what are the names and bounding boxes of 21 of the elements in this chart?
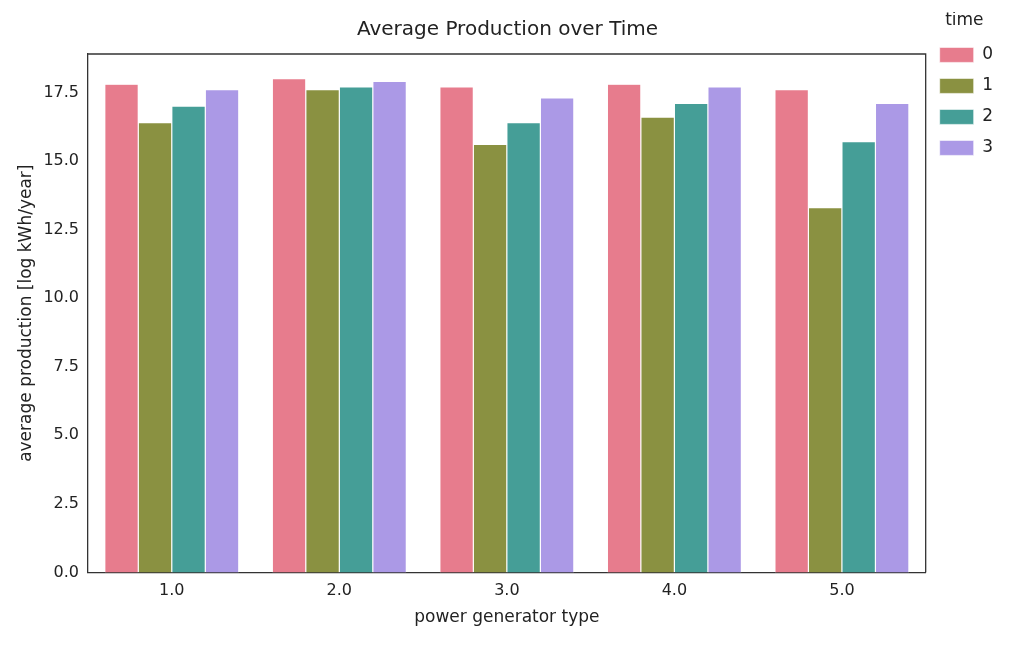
y-tick-label: 2.5 (53, 492, 80, 512)
legend-title: time (945, 8, 984, 29)
y-tick-label: 17.5 (43, 81, 80, 101)
legend-label: 2 (982, 105, 994, 126)
x-tick-label: 1.0 (159, 580, 185, 600)
x-tick-label: 5.0 (829, 580, 855, 600)
x-tick-label: 2.0 (326, 580, 353, 600)
x-tick-label: 3.0 (494, 580, 520, 600)
x-tick-label: 4.0 (661, 580, 688, 600)
y-tick-label: 7.5 (53, 355, 80, 375)
y-tick-label: 12.5 (43, 218, 80, 238)
legend-label: 3 (982, 136, 994, 157)
y-tick-label: 0.0 (53, 561, 80, 581)
x-axis-title: power generator type (414, 606, 600, 627)
y-axis-title: average production [log kWh/year] (14, 164, 35, 462)
legend-label: 0 (982, 43, 994, 64)
y-tick-label: 15.0 (43, 150, 80, 170)
y-tick-label: 5.0 (53, 424, 80, 444)
chart-title: Average Production over Time (356, 16, 659, 41)
legend-label: 1 (982, 74, 994, 95)
y-tick-label: 10.0 (43, 287, 80, 307)
